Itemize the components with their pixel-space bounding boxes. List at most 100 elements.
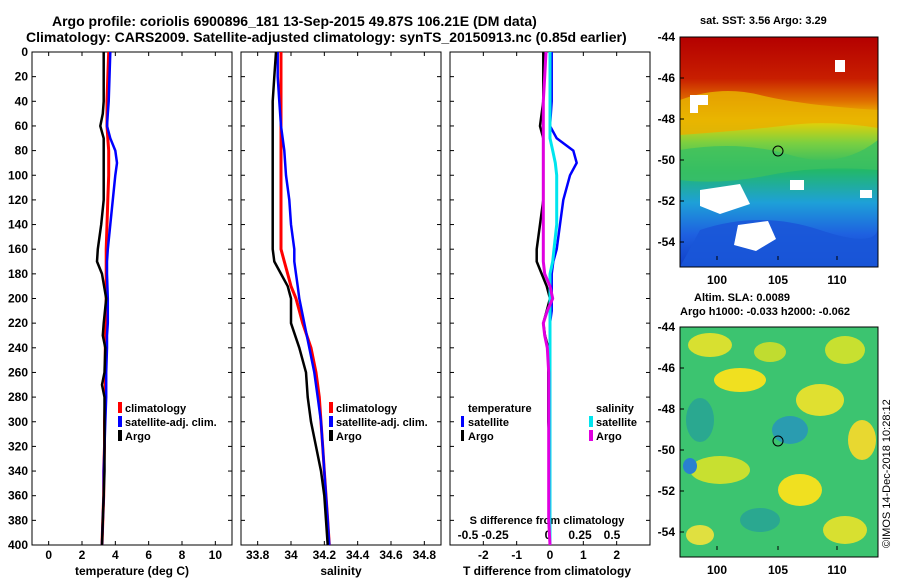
sla-anomaly (683, 458, 697, 474)
sla-map-title-2: Argo h1000: -0.033 h2000: -0.062 (680, 306, 850, 318)
depth-tick-label: 380 (8, 513, 28, 527)
temperature-x-axis: 0 2 4 6 8 10 (45, 548, 222, 562)
depth-tick-label: 220 (8, 316, 28, 330)
legend-swatch-s-argo (589, 430, 593, 441)
x-tick-label: 34.4 (346, 548, 370, 562)
x-tick-label: -1 (511, 548, 522, 562)
lat-tick-label: -46 (658, 71, 676, 85)
sla-anomaly (686, 398, 714, 442)
difference-axis-label: T difference from climatology (463, 564, 631, 578)
lon-tick-label: 110 (827, 273, 847, 287)
depth-tick-label: 80 (15, 144, 29, 158)
legend-salinity-header: salinity (596, 403, 635, 415)
series-line-argo (271, 51, 329, 546)
salinity-panel-frame (240, 51, 442, 546)
legend-swatch-t-argo (461, 430, 464, 441)
sla-map (680, 327, 878, 557)
legend-swatch-climatology (329, 402, 333, 413)
sla-lat-axis: -44 -46 -48 -50 -52 -54 (658, 320, 684, 539)
depth-tick-label: 260 (8, 365, 28, 379)
s-diff-tick-label: 0.25 (568, 528, 592, 542)
lon-tick-label: 105 (768, 563, 788, 577)
temperature-series (95, 51, 119, 546)
series-line-satellite-adj-clim- (276, 52, 331, 546)
sst-missing-1 (690, 95, 708, 113)
lon-tick-label: 100 (707, 273, 727, 287)
sst-cold-patch (680, 220, 878, 267)
x-tick-label: 6 (145, 548, 152, 562)
depth-tick-label: 100 (8, 168, 28, 182)
lat-tick-label: -48 (658, 112, 676, 126)
legend-swatch-satellite (329, 416, 333, 427)
legend-climatology: climatology (125, 403, 187, 415)
legend-satellite-adj: satellite-adj. clim. (125, 417, 217, 429)
sst-lat-axis: -44 -46 -48 -50 -52 -54 (658, 30, 684, 249)
difference-x-axis: -2 -1 0 1 2 (478, 548, 620, 562)
salinity-x-axis: 33.8 34 34.2 34.4 34.6 34.8 (246, 548, 436, 562)
depth-tick-label: 20 (15, 70, 29, 84)
sla-anomaly (714, 368, 766, 392)
depth-tick-label: 160 (8, 242, 28, 256)
lat-tick-label: -54 (658, 525, 676, 539)
depth-tick-label: 240 (8, 341, 28, 355)
sla-anomaly (688, 333, 732, 357)
title-line-1: Argo profile: coriolis 6900896_181 13-Se… (52, 13, 537, 29)
sst-map-frame (679, 36, 879, 268)
legend-s-argo: Argo (596, 431, 622, 443)
x-tick-label: 0 (45, 548, 52, 562)
lat-tick-label: -52 (658, 194, 676, 208)
depth-tick-label: 200 (8, 292, 28, 306)
x-tick-label: 34.2 (313, 548, 337, 562)
depth-tick-label: 40 (15, 94, 29, 108)
depth-tick-label: 340 (8, 464, 28, 478)
lat-tick-label: -46 (658, 361, 676, 375)
sst-float-marker (772, 145, 784, 157)
lon-tick-label: 100 (707, 563, 727, 577)
s-diff-tick-label: -0.5 (458, 528, 479, 542)
lat-tick-label: -50 (658, 443, 676, 457)
temperature-axis-label: temperature (deg C) (75, 564, 189, 578)
legend-satellite-adj: satellite-adj. clim. (336, 417, 428, 429)
sst-missing-4 (790, 60, 872, 198)
series-line-argo (95, 52, 108, 546)
sla-anomaly (778, 474, 822, 506)
lon-tick-label: 110 (827, 563, 847, 577)
sst-map (680, 37, 878, 267)
sla-anomaly (825, 336, 865, 364)
sst-lon-axis: 100 105 110 (707, 256, 847, 287)
legend-temperature-header: temperature (468, 403, 532, 415)
legend-swatch-t-satellite (461, 416, 464, 427)
x-tick-label: 2 (613, 548, 620, 562)
lat-tick-label: -48 (658, 402, 676, 416)
sla-anomaly (686, 525, 714, 545)
depth-tick-label: 60 (15, 119, 29, 133)
s-diff-tick-label: -0.25 (481, 528, 509, 542)
imos-credit: ©IMOS 14-Dec-2018 10:28:12 (881, 399, 893, 548)
legend-argo: Argo (125, 431, 151, 443)
sla-float-marker (772, 435, 784, 447)
depth-tick-label: 120 (8, 193, 28, 207)
salinity-series (271, 51, 331, 546)
legend-argo: Argo (336, 431, 362, 443)
temperature-panel-frame (31, 51, 233, 546)
x-tick-label: 0 (547, 548, 554, 562)
sla-anomaly (690, 456, 750, 484)
depth-tick-label: 400 (8, 538, 28, 552)
sla-map-title-1: Altim. SLA: 0.0089 (694, 292, 790, 304)
title-line-2: Climatology: CARS2009. Satellite-adjuste… (26, 29, 627, 45)
depth-tick-label: 320 (8, 439, 28, 453)
sst-missing-2 (700, 184, 750, 214)
lon-tick-label: 105 (768, 273, 788, 287)
sla-anomaly (772, 416, 808, 444)
x-tick-label: 34 (284, 548, 298, 562)
depth-tick-label: 300 (8, 415, 28, 429)
legend-s-satellite: satellite (596, 417, 637, 429)
legend-swatch-s-satellite (589, 416, 593, 427)
lat-tick-label: -52 (658, 484, 676, 498)
x-tick-label: 8 (179, 548, 186, 562)
depth-axis: 0 20 40 60 80 100 120 140 160 180 200 220 240 260 280 3… (8, 45, 28, 552)
s-diff-tick-label: 0.5 (604, 528, 621, 542)
sst-front (680, 140, 878, 182)
x-tick-label: 1 (580, 548, 587, 562)
